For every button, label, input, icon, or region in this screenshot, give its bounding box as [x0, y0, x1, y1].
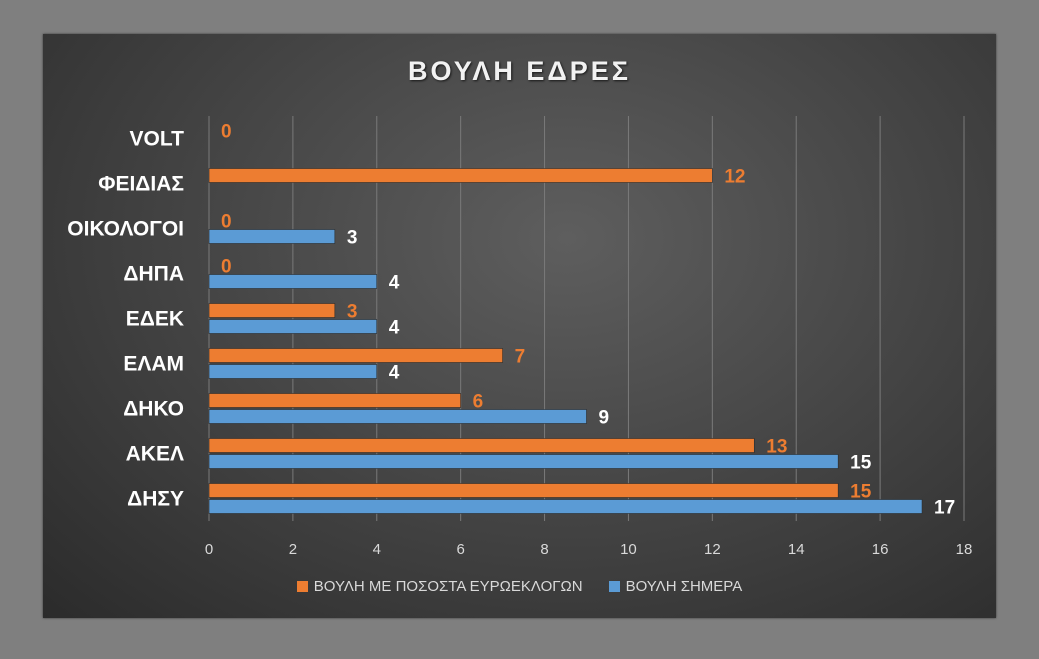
- value-label-blue: 15: [850, 453, 872, 474]
- value-label-orange: 3: [347, 302, 358, 323]
- legend-swatch: [296, 581, 308, 592]
- category-label: ΟΙΚΟΛΟΓΟΙ: [67, 218, 184, 241]
- category-label: ΔΗΠΑ: [123, 263, 184, 286]
- bar-orange: [208, 393, 461, 408]
- legend-item: ΒΟΥΛΗ ΜΕ ΠΟΣΟΣΤΑ ΕΥΡΩΕΚΛΟΓΩΝ: [296, 578, 583, 595]
- legend-item: ΒΟΥΛΗ ΣΗΜΕΡΑ: [608, 578, 743, 595]
- value-label-blue: 17: [934, 498, 955, 519]
- category-label: VOLT: [130, 128, 185, 151]
- legend-label: ΒΟΥΛΗ ΜΕ ΠΟΣΟΣΤΑ ΕΥΡΩΕΚΛΟΓΩΝ: [313, 578, 583, 595]
- legend-swatch: [608, 581, 620, 592]
- value-label-orange: 15: [850, 482, 872, 503]
- bar-orange: [208, 483, 839, 498]
- value-label-orange: 0: [221, 122, 232, 143]
- value-label-orange: 13: [766, 437, 787, 458]
- bar-orange: [208, 303, 336, 318]
- bar-blue: [208, 409, 587, 424]
- bar-blue: [208, 229, 336, 244]
- bar-blue: [208, 499, 923, 514]
- bar-blue: [208, 364, 378, 379]
- category-label: ΔΗΚΟ: [123, 398, 184, 421]
- x-tick-label: 12: [704, 541, 721, 558]
- chart-title: ΒΟΥΛΗ ΕΔΡΕΣ: [408, 56, 631, 86]
- value-label-blue: 9: [599, 408, 610, 429]
- chart-legend: ΒΟΥΛΗ ΜΕ ΠΟΣΟΣΤΑ ΕΥΡΩΕΚΛΟΓΩΝ ΒΟΥΛΗ ΣΗΜΕΡΑ: [0, 578, 1039, 595]
- x-tick-label: 14: [788, 541, 805, 558]
- value-label-orange: 12: [724, 167, 745, 188]
- value-label-orange: 0: [221, 212, 232, 233]
- category-label: ΕΛΑΜ: [123, 353, 184, 376]
- bar-orange: [208, 438, 755, 453]
- bar-orange: [208, 348, 503, 363]
- x-tick-label: 8: [540, 541, 548, 558]
- bar-blue: [208, 319, 378, 334]
- x-tick-label: 10: [620, 541, 637, 558]
- legend-label: ΒΟΥΛΗ ΣΗΜΕΡΑ: [625, 578, 743, 595]
- value-label-orange: 0: [221, 257, 232, 278]
- x-tick-label: 6: [456, 541, 464, 558]
- chart-background: [43, 34, 996, 618]
- x-tick-label: 18: [956, 541, 973, 558]
- value-label-blue: 4: [389, 273, 400, 294]
- category-label: ΑΚΕΛ: [126, 443, 184, 466]
- value-label-blue: 4: [389, 318, 400, 339]
- bar-blue: [208, 454, 839, 469]
- bar-orange: [208, 168, 713, 183]
- x-tick-label: 2: [289, 541, 297, 558]
- x-tick-label: 0: [205, 541, 213, 558]
- value-label-orange: 7: [515, 347, 526, 368]
- value-label-blue: 3: [347, 228, 358, 249]
- x-tick-label: 4: [373, 541, 381, 558]
- category-label: ΦΕΙΔΙΑΣ: [98, 173, 184, 196]
- value-label-orange: 6: [473, 392, 484, 413]
- value-label-blue: 4: [389, 363, 400, 384]
- category-label: ΔΗΣΥ: [127, 488, 184, 511]
- bar-blue: [208, 274, 378, 289]
- x-tick-label: 16: [872, 541, 889, 558]
- category-label: ΕΔΕΚ: [126, 308, 184, 331]
